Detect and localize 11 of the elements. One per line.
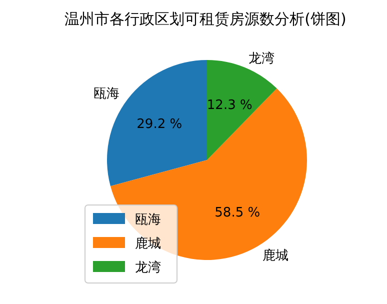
legend-label: 龙湾 (135, 260, 161, 276)
pie-slice (107, 60, 207, 186)
legend-label: 鹿城 (135, 236, 161, 252)
data-label: 12.3 % (206, 98, 252, 113)
slice-label: 龙湾 (248, 50, 274, 67)
legend-label: 瓯海 (135, 212, 161, 228)
data-label: 58.5 % (214, 205, 260, 220)
chart-title: 温州市各行政区划可租赁房源数分析(饼图) (64, 10, 346, 28)
data-label: 29.2 % (136, 117, 182, 132)
slice-label: 瓯海 (94, 86, 120, 102)
slice-label: 鹿城 (262, 248, 289, 264)
